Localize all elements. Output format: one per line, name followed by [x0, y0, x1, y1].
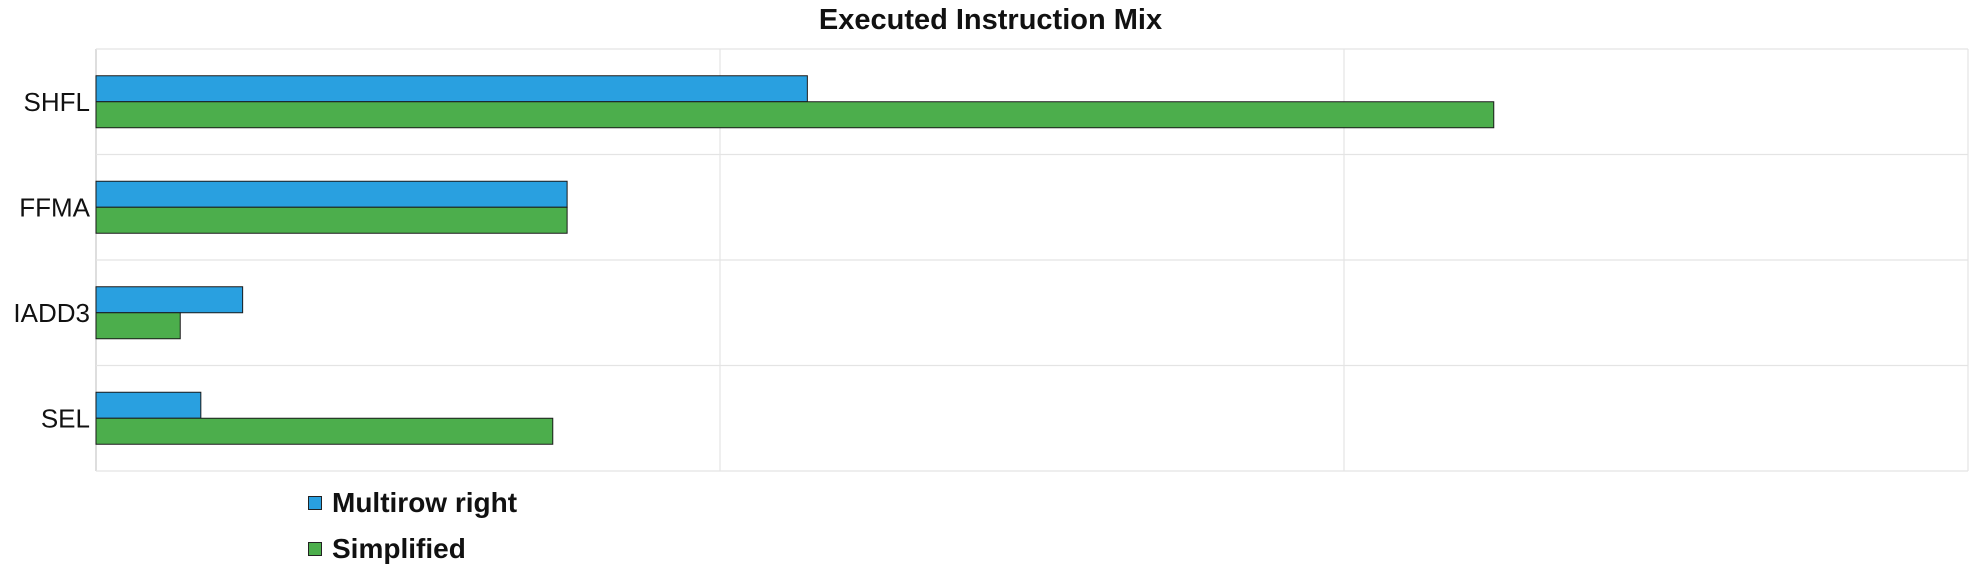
chart-title: Executed Instruction Mix	[818, 4, 1163, 36]
legend-swatch-simplified	[308, 542, 322, 556]
bar-ffma-simplified	[95, 206, 568, 234]
legend-swatch-multirow-right	[308, 496, 322, 510]
bar-shfl-multirow-right	[95, 75, 808, 103]
bar-iadd3-multirow-right	[95, 286, 244, 314]
legend-label: Simplified	[332, 533, 466, 564]
legend-item-simplified: Simplified	[308, 526, 517, 572]
bar-sel-multirow-right	[95, 391, 202, 419]
category-label-ffma: FFMA	[19, 192, 90, 222]
category-labels: SHFL FFMA IADD3 SEL	[13, 87, 90, 434]
category-label-shfl: SHFL	[24, 87, 90, 117]
bar-sel-simplified	[95, 417, 554, 445]
category-label-sel: SEL	[41, 403, 90, 433]
legend-item-multirow-right: Multirow right	[308, 480, 517, 526]
bar-iadd3-simplified	[95, 312, 181, 340]
legend: Multirow right Simplified	[308, 480, 517, 572]
bars	[95, 75, 1495, 445]
legend-label: Multirow right	[332, 487, 518, 518]
bar-shfl-simplified	[95, 101, 1495, 129]
bar-ffma-multirow-right	[95, 180, 568, 208]
category-label-iadd3: IADD3	[13, 298, 90, 328]
